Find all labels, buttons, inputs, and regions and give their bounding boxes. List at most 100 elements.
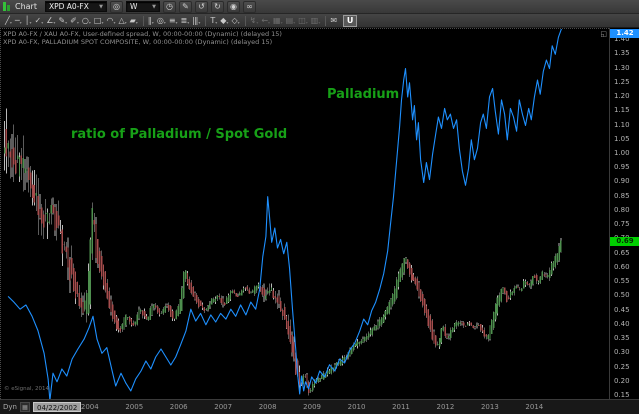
caret-icon: ▾ — [101, 19, 104, 25]
columns-tool: ◫ ▾ — [297, 15, 309, 27]
caret-icon: ▾ — [268, 19, 271, 25]
caret-icon: ▾ — [318, 19, 321, 25]
zigzag-tool: ↯ ▾ — [249, 15, 260, 27]
callout-up-tool[interactable]: ◆ ▾ — [219, 15, 229, 27]
caret-icon: ▾ — [53, 19, 56, 25]
symbol-lookup-button[interactable]: ◎ — [109, 0, 123, 13]
price-tick-label: 1.15 — [614, 106, 630, 115]
callout-down-tool[interactable]: ◇ ▾ — [230, 15, 240, 27]
text-tool-glyph: T — [210, 15, 215, 25]
main-toolbar: Chart XPD A0-FX ▼ ◎ W ▼ ◷ ✎ ↺ ↻ ◉ ∞ — [0, 0, 639, 14]
caret-icon: ▾ — [163, 19, 166, 25]
arc-tool[interactable]: ◠ ▾ — [105, 15, 116, 27]
fib-circle-tool-glyph: ◎ — [156, 15, 164, 25]
chart-main: XPD A0-FX / XAU A0-FX, User-defined spre… — [0, 28, 639, 399]
caret-icon: ▾ — [256, 19, 259, 25]
time-lines-tool-glyph: ||| — [192, 15, 198, 25]
undo-button[interactable]: ↺ — [194, 0, 208, 13]
price-axis: 1.42 0.69 1.40 1.35 1.30 1.25 1.20 1.15 1.10 1.… — [609, 28, 639, 399]
triangle-tool[interactable]: △ ▾ — [117, 15, 127, 27]
price-tick-label: 0.80 — [614, 205, 630, 214]
chart-header-lines: XPD A0-FX / XAU A0-FX, User-defined spre… — [3, 30, 282, 46]
fib-retracement-tool[interactable]: ∥ ▾ — [147, 15, 155, 27]
year-tick-label: 2013 — [480, 403, 499, 411]
interval-clock-button[interactable]: ◷ — [162, 0, 176, 13]
underline-button[interactable]: U — [343, 14, 358, 27]
rows-tool-glyph: ▤ — [285, 15, 294, 25]
triangle-tool-glyph: △ — [118, 15, 124, 25]
price-tick-label: 0.50 — [614, 291, 630, 300]
redo-button[interactable]: ↻ — [210, 0, 224, 13]
vertical-line-tool-glyph: │ — [24, 15, 30, 25]
chart-app-icon — [3, 2, 12, 11]
caret-icon: ▾ — [76, 19, 79, 25]
drawing-toolbar-tools: ╱ ▾ ─ ▾ │ ▾ ✓ ▾ ∠ ▾ ✎ ▾ ✐ ▾ ○ ▾ □ ▾ ◠ ▾ △ ▾ ▰ ▾ ∥ ▾ ◎ ▾ ≡ ▾ ≣ ▾ ||| ▾ T ▾ ◆ ▾… — [4, 15, 338, 27]
callout-up-tool-glyph: ◆ — [220, 15, 226, 25]
interval-select[interactable]: W ▼ — [125, 1, 160, 12]
extend-left-tool: ← ▾ — [260, 15, 271, 27]
cells-tool-glyph: ▥ — [310, 15, 319, 25]
last-value-palladium: 1.42 — [610, 28, 639, 38]
price-tick-label: 0.65 — [614, 248, 630, 257]
restore-icon[interactable]: ◱ — [600, 30, 607, 38]
link-button[interactable]: ∞ — [242, 0, 256, 13]
price-tick-label: 0.85 — [614, 191, 630, 200]
caret-icon: ▾ — [175, 19, 178, 25]
price-tick-label: 0.75 — [614, 220, 630, 229]
price-tick-label: 1.10 — [614, 120, 630, 129]
vertical-line-tool[interactable]: │ ▾ — [24, 15, 33, 27]
year-tick-label: 2012 — [436, 403, 455, 411]
caret-icon: ▾ — [41, 19, 44, 25]
price-tick-label: 0.25 — [614, 362, 630, 371]
interval-value: W — [129, 2, 138, 11]
polyline-tool-glyph: ✓ — [34, 15, 42, 25]
polygon-tool[interactable]: ▰ ▾ — [129, 15, 139, 27]
chevron-down-icon: ▼ — [99, 3, 103, 10]
time-lines-tool[interactable]: ||| ▾ — [191, 15, 201, 27]
caret-icon: ▾ — [215, 19, 218, 25]
callout-down-tool-glyph: ◇ — [231, 15, 237, 25]
price-tick-label: 0.60 — [614, 262, 630, 271]
fib-circle-tool[interactable]: ◎ ▾ — [156, 15, 167, 27]
polyline-tool[interactable]: ✓ ▾ — [34, 15, 45, 27]
pencil-tool[interactable]: ✎ ▾ — [57, 15, 68, 27]
caret-icon: ▾ — [198, 19, 201, 25]
grid-tool: ▦ ▾ — [272, 15, 284, 27]
price-tick-label: 0.20 — [614, 376, 630, 385]
annotation-palladium: Palladium — [327, 87, 400, 102]
symbol-value: XPD A0-FX — [48, 2, 89, 11]
note-tool[interactable]: ✉ — [329, 15, 337, 27]
copyright-label: © eSignal, 2014 — [4, 386, 50, 392]
caret-icon: ▾ — [113, 19, 116, 25]
chevron-down-icon: ▼ — [152, 3, 156, 10]
calendar-icon[interactable]: ▦ — [19, 402, 30, 412]
symbol-input[interactable]: XPD A0-FX ▼ — [44, 1, 107, 12]
edit-pencil-button[interactable]: ✎ — [178, 0, 192, 13]
price-tick-label: 1.05 — [614, 134, 630, 143]
chart-plot[interactable] — [1, 29, 609, 399]
spread-description: XPD A0-FX / XAU A0-FX, User-defined spre… — [3, 30, 282, 38]
rectangle-tool[interactable]: □ ▾ — [93, 15, 105, 27]
angle-tool-glyph: ∠ — [46, 15, 53, 25]
ellipse-tool[interactable]: ○ ▾ — [81, 15, 92, 27]
horizontal-line-tool[interactable]: ─ ▾ — [14, 15, 23, 27]
marker-tool[interactable]: ✐ ▾ — [69, 15, 80, 27]
start-date-box: 04/22/2002 — [32, 402, 82, 412]
fib-levels-tool[interactable]: ≡ ▾ — [168, 15, 179, 27]
price-levels-tool-glyph: ≣ — [180, 15, 188, 25]
toolbar-separator — [142, 15, 144, 26]
zigzag-tool-glyph: ↯ — [249, 15, 257, 25]
text-tool[interactable]: T ▾ — [209, 15, 218, 27]
pencil-tool-glyph: ✎ — [58, 15, 65, 25]
price-levels-tool[interactable]: ≣ ▾ — [180, 15, 191, 27]
trendline-tool[interactable]: ╱ ▾ — [4, 15, 13, 27]
refresh-button[interactable]: ◉ — [226, 0, 240, 13]
toolbar-separator — [205, 15, 207, 26]
price-tick-label: 1.20 — [614, 92, 630, 101]
time-axis: Dyn ▦ 04/22/2002 2004 2005 2006 2007 2008 200… — [0, 399, 639, 414]
year-tick-label: 2010 — [347, 403, 366, 411]
chart-area[interactable]: XPD A0-FX / XAU A0-FX, User-defined spre… — [0, 28, 609, 399]
trendline-tool-glyph: ╱ — [5, 15, 10, 25]
symbol-lookup-icon: ◎ — [112, 2, 120, 11]
angle-tool[interactable]: ∠ ▾ — [45, 15, 56, 27]
